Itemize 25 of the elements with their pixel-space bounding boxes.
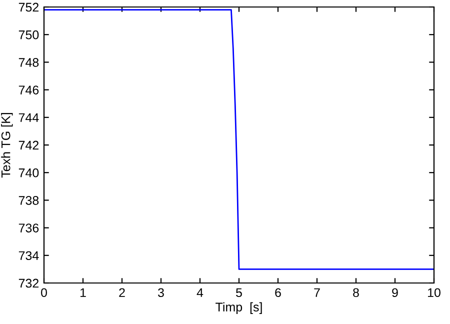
x-tick-label: 5 <box>236 288 242 298</box>
x-tick-label: 2 <box>119 288 125 297</box>
y-tick-label: 734 <box>18 251 39 260</box>
x-tick-label: 6 <box>275 288 281 298</box>
y-tick-label: 736 <box>18 224 39 232</box>
y-tick-label: 742 <box>18 140 39 150</box>
y-tick-label: 752 <box>18 2 39 12</box>
y-tick-label: 740 <box>18 168 39 178</box>
y-tick-label: 744 <box>18 113 39 122</box>
x-axis-title: Timp [s] <box>216 302 262 314</box>
x-tick-label: 1 <box>80 288 86 297</box>
y-tick-label: 738 <box>18 196 39 205</box>
x-tick-label: 4 <box>196 288 204 297</box>
y-tick-label: 732 <box>18 278 39 288</box>
x-tick-label: 10 <box>428 288 440 298</box>
x-tick-label: 0 <box>41 288 47 298</box>
line-series <box>44 9 434 270</box>
x-tick-label: 8 <box>353 288 359 298</box>
y-axis-title: Texh TG [K] <box>1 113 13 178</box>
x-tick-label: 9 <box>392 288 398 298</box>
y-tick-label: 750 <box>18 30 39 40</box>
x-tick-label: 7 <box>314 288 320 297</box>
y-tick-label: 746 <box>18 86 39 94</box>
y-tick-label: 748 <box>18 58 39 67</box>
x-tick-label: 3 <box>158 288 164 298</box>
